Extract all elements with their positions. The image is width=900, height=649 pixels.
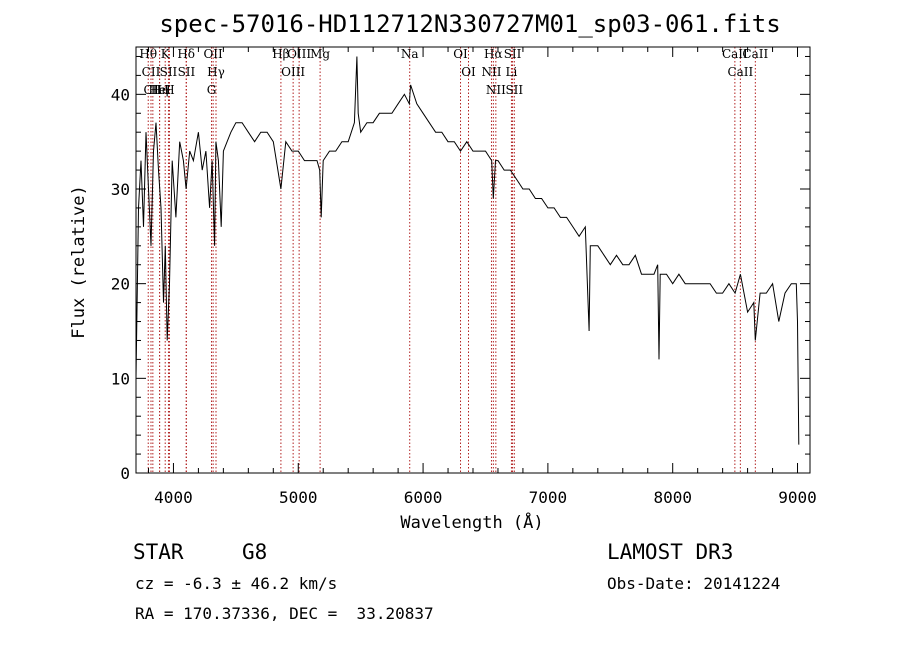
spectral-line-label: SII [178, 65, 196, 79]
spectral-line-label: Hδ [177, 47, 195, 61]
subclass: G8 [242, 540, 268, 564]
spectral-line-label: Li [506, 65, 518, 79]
x-tick-label: 6000 [404, 488, 443, 507]
observation-date: Obs-Date: 20141224 [607, 574, 781, 593]
survey-name: LAMOST DR3 [607, 540, 734, 564]
x-tick-label: 5000 [279, 488, 318, 507]
spectral-line-label: CaII [742, 47, 768, 61]
y-axis: 0 10 20 30 40 [111, 55, 810, 483]
spectral-line-label: NII [481, 65, 501, 79]
x-tick-label: 8000 [653, 488, 692, 507]
spectral-line-label: SII [505, 83, 523, 97]
spectral-line-label: OI [461, 65, 476, 79]
spectral-line-label: CII [142, 65, 161, 79]
redshift-velocity: cz = -6.3 ± 46.2 km/s [135, 574, 338, 593]
spectral-line-label: SII [504, 47, 522, 61]
coordinates: RA = 170.37336, DEC = 33.20837 [135, 604, 434, 623]
y-tick-label: 40 [111, 85, 130, 104]
plot-frame [135, 46, 811, 474]
spectral-line-label: G [207, 83, 217, 97]
spectral-line-markers [147, 47, 756, 473]
spectrum-line [135, 56, 800, 445]
spectral-line-label: CaII [727, 65, 753, 79]
x-tick-label: 7000 [529, 488, 568, 507]
x-axis: 4000 5000 6000 7000 8000 9000 [147, 47, 817, 507]
y-tick-label: 0 [120, 464, 130, 483]
spectral-line-label: Hθ [139, 47, 157, 61]
spectral-line-label: Na [401, 47, 419, 61]
y-axis-label: Flux (relative) [69, 185, 89, 339]
spectral-line-labels: HθCIICIIHeIHηKSIIHHδSIIOIIHγGHβOIIIOIIIM… [139, 47, 768, 97]
spectral-line-label: Hη [151, 83, 169, 97]
spectral-line-label: SII [160, 65, 178, 79]
chart-title: spec-57016-HD112712N330727M01_sp03-061.f… [159, 10, 780, 38]
y-tick-label: 10 [111, 369, 130, 388]
x-axis-label: Wavelength (Å) [400, 511, 543, 533]
spectral-line-label: OIII [287, 47, 311, 61]
spectral-line-label: NII [486, 83, 506, 97]
spectral-line-label: Hγ [207, 65, 225, 79]
spectral-line-label: OI [453, 47, 468, 61]
object-class: STAR [133, 540, 184, 564]
spectral-line-label: H [164, 83, 174, 97]
spectral-line-label: Mg [310, 47, 330, 61]
x-tick-label: 9000 [778, 488, 817, 507]
spectral-line-label: OII [203, 47, 223, 61]
spectral-line-label: CaII [722, 47, 748, 61]
y-tick-label: 20 [111, 275, 130, 294]
spectral-line-label: K [161, 47, 171, 61]
y-tick-label: 30 [111, 180, 130, 199]
spectral-line-label: HeI [148, 83, 171, 97]
x-tick-label: 4000 [154, 488, 193, 507]
spectral-line-label: Hα [484, 47, 503, 61]
spectral-line-label: OIII [281, 65, 305, 79]
spectral-line-label: CII [144, 83, 163, 97]
spectral-line-label: Hβ [272, 47, 289, 61]
